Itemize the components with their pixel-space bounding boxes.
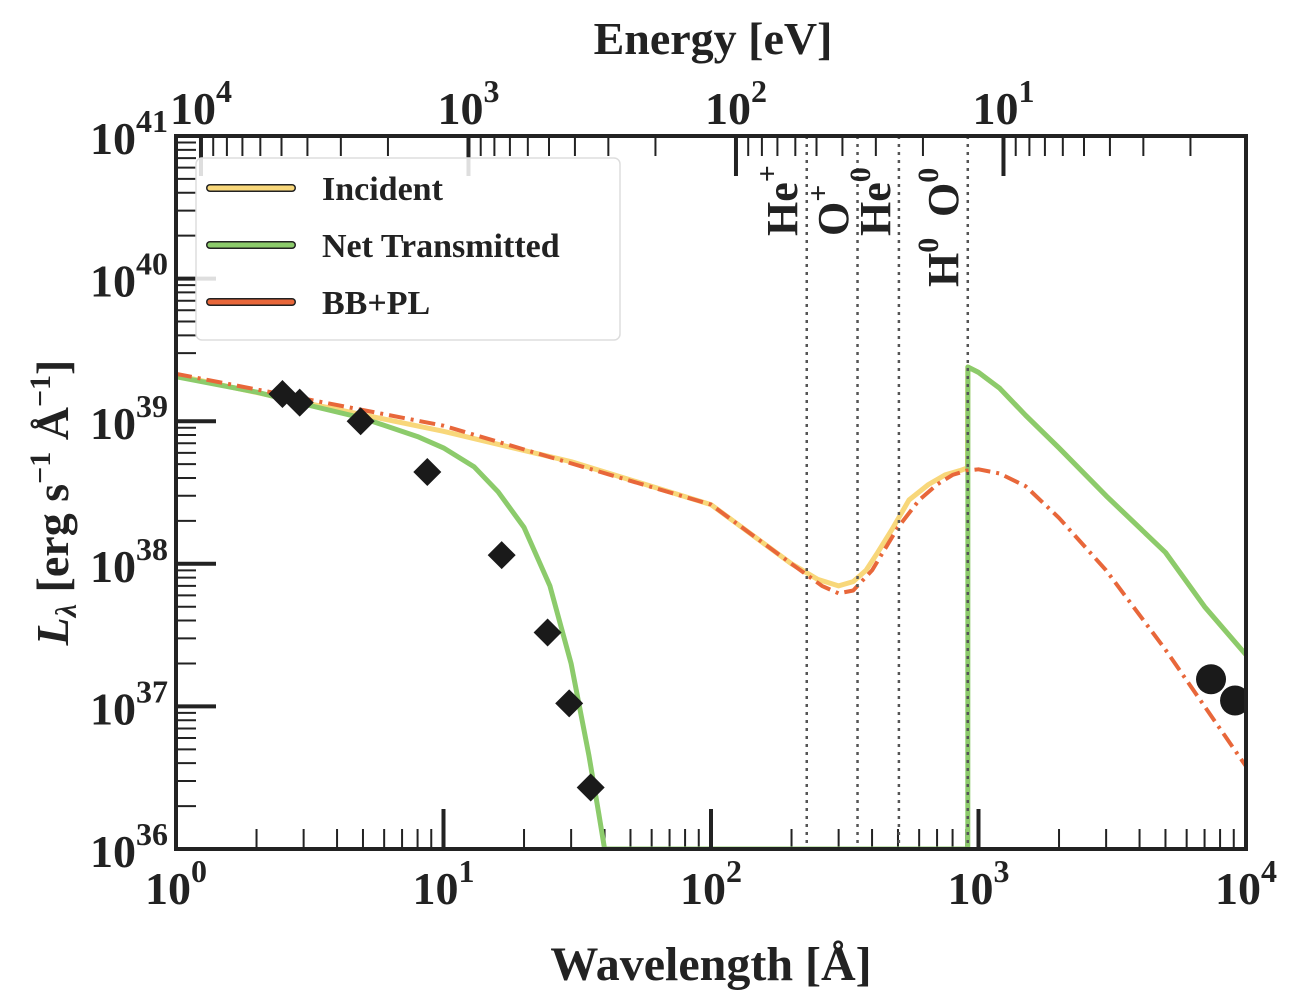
tick-exp: 4 [216, 73, 232, 109]
y-title-l: L [27, 617, 78, 646]
y-title-end: ] [27, 360, 78, 375]
ionization-edge-label: He0 [844, 167, 900, 236]
tick-exp: 1 [1018, 73, 1034, 109]
ion-name: He [758, 182, 807, 236]
y-tick-label: 1037 [90, 673, 168, 734]
ion-name: H [919, 253, 968, 287]
ionization-edge-label: He+ [751, 165, 807, 236]
data-point-diamond [413, 458, 442, 487]
top-tick-label: 104 [170, 73, 232, 134]
ionization-edge-label: O+ [802, 185, 858, 236]
x-axis-title: Wavelength [Å] [550, 938, 871, 991]
tick-base: 10 [948, 863, 994, 914]
plot-frame [174, 134, 1248, 851]
ion-charge: 0 [912, 168, 945, 183]
tick-base: 10 [437, 83, 483, 134]
tick-exp: 37 [136, 673, 168, 709]
x-tick-label: 101 [413, 853, 475, 914]
tick-exp: 40 [136, 246, 168, 282]
legend-label: Net Transmitted [322, 228, 560, 265]
tick-exp: 1 [459, 853, 475, 889]
ion-charge: 0 [844, 167, 877, 182]
tick-exp: 3 [994, 853, 1010, 889]
tick-base: 10 [90, 541, 136, 592]
y-tick-label: 1038 [90, 531, 168, 592]
x-tick-label: 100 [145, 853, 207, 914]
tick-exp: 36 [136, 816, 168, 852]
top-tick-label: 103 [437, 73, 499, 134]
legend-label: BB+PL [322, 285, 430, 322]
tick-base: 10 [680, 863, 726, 914]
tick-base: 10 [705, 83, 751, 134]
ion-name: O [809, 202, 858, 236]
x-tick-label: 104 [1215, 853, 1277, 914]
tick-base: 10 [145, 863, 191, 914]
tick-base: 10 [90, 256, 136, 307]
tick-exp: 38 [136, 531, 168, 567]
top-tick-label: 102 [705, 73, 767, 134]
data-point-circle [1196, 664, 1227, 695]
tick-base: 10 [90, 683, 136, 734]
x-tick-label: 103 [948, 853, 1010, 914]
legend: Incident Net Transmitted BB+PL [195, 157, 621, 341]
tick-base: 10 [413, 863, 459, 914]
tick-exp: 3 [483, 73, 499, 109]
ion-name: O [919, 183, 968, 217]
tick-base: 10 [170, 83, 216, 134]
data-point-diamond [576, 773, 605, 802]
y-title-units2: Å [27, 407, 78, 452]
y-title-sup1: −1 [24, 452, 57, 484]
series-line-bb-pl [176, 371, 1246, 768]
y-tick-label: 1036 [90, 816, 168, 877]
top-tick-label: 101 [972, 73, 1034, 134]
y-tick-label: 1040 [90, 246, 168, 307]
tick-base: 10 [90, 398, 136, 449]
y-tick-label: 1039 [90, 388, 168, 449]
x-tick-label: 102 [680, 853, 742, 914]
tick-base: 10 [1215, 863, 1261, 914]
top-axis-title: Energy [eV] [594, 13, 833, 64]
y-axis-title: Lλ [erg s−1 Å−1] [24, 360, 83, 647]
tick-base: 10 [90, 113, 136, 164]
data-point-diamond [487, 541, 516, 570]
tick-base: 10 [90, 826, 136, 877]
ion-charge: 0 [912, 238, 945, 253]
tick-exp: 41 [136, 103, 168, 139]
series-line-net-transmitted [176, 364, 1246, 849]
ionization-edge-label: O0 [912, 168, 968, 217]
data-point-diamond [533, 618, 562, 647]
ion-charge: + [802, 185, 835, 202]
tick-exp: 2 [751, 73, 767, 109]
legend-label: Incident [322, 171, 444, 208]
tick-exp: 4 [1261, 853, 1277, 889]
data-point-diamond [285, 388, 314, 417]
data-point-diamond [555, 689, 584, 718]
y-tick-label: 1041 [90, 103, 168, 164]
tick-exp: 0 [191, 853, 207, 889]
data-point-circle [1220, 685, 1246, 716]
data-point-diamond [346, 407, 375, 436]
y-title-sup2: −1 [24, 375, 57, 407]
tick-exp: 39 [136, 388, 168, 424]
legend-box [195, 157, 621, 341]
ionization-edge-label: H0 [912, 238, 968, 287]
y-title-units: [erg s [27, 484, 78, 604]
y-title-lambda: λ [50, 604, 83, 619]
tick-exp: 2 [726, 853, 742, 889]
ion-name: He [851, 182, 900, 236]
ion-charge: + [751, 165, 784, 182]
tick-base: 10 [972, 83, 1018, 134]
